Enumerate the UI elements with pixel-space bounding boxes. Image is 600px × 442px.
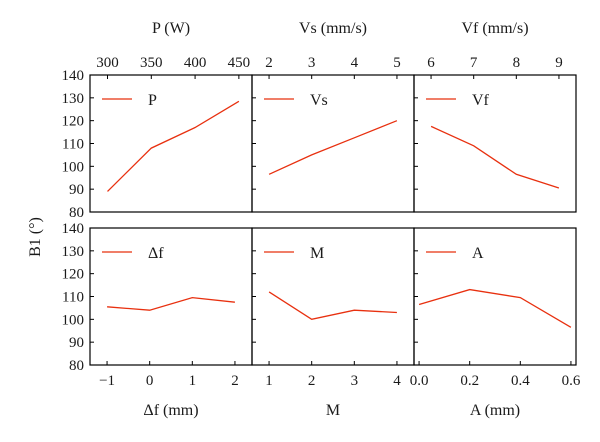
panel-frame <box>251 74 415 213</box>
y-tick-label: 100 <box>62 159 85 175</box>
x-tick-label: 2 <box>308 373 316 389</box>
series-line-f <box>107 296 235 311</box>
x-tick-label: 4 <box>393 373 401 389</box>
y-tick-label: 140 <box>62 221 85 237</box>
x-tick-label: 0 <box>146 373 154 389</box>
y-axis-label: B1 (°) <box>27 217 44 257</box>
panel-m: 1 2 3 4 M M <box>251 227 415 419</box>
x-tick-label: 2 <box>231 373 239 389</box>
x-tick-label: 6 <box>427 55 435 71</box>
y-tick-label: 110 <box>62 290 84 306</box>
panel-p: 80 90 100 110 120 130 140 300 350 400 450 P (W) P <box>62 20 253 221</box>
y-tick-label: 130 <box>62 91 85 107</box>
x-tick-label: 3 <box>351 373 359 389</box>
x-tick-label: 350 <box>140 55 163 71</box>
panel-frame <box>89 74 253 213</box>
panel-a: 0.0 0.2 0.4 0.6 A (mm) A <box>410 227 581 419</box>
x-tick-label: −1 <box>99 373 115 389</box>
x-tick-label: 0.2 <box>460 373 479 389</box>
x-axis-title-m: M <box>326 402 340 419</box>
series-line-m <box>268 291 397 320</box>
y-tick-label: 140 <box>62 68 85 84</box>
x-tick-label: 300 <box>96 55 119 71</box>
x-tick-label: 3 <box>308 55 316 71</box>
x-axis-title-a: A (mm) <box>470 402 520 419</box>
y-tick-label: 110 <box>62 137 84 153</box>
y-tick-label: 120 <box>62 114 85 130</box>
panel-f: 80 90 100 110 120 130 140 −1 0 1 2 Δf (mm) Δf <box>62 221 253 419</box>
x-tick-label: 1 <box>189 373 197 389</box>
x-tick-label: 2 <box>265 55 273 71</box>
x-tick-label: 0.0 <box>410 373 429 389</box>
legend-label: Δf <box>148 245 164 262</box>
y-tick-label: 90 <box>69 335 84 351</box>
y-tick-label: 80 <box>69 358 84 374</box>
x-tick-label: 9 <box>555 55 563 71</box>
x-tick-label: 7 <box>470 55 478 71</box>
legend-label: Vs <box>310 92 328 109</box>
x-tick-label: 5 <box>393 55 401 71</box>
panel-vs: 2 3 4 5 Vs (mm/s) Vs <box>251 20 415 213</box>
x-axis-title-vs: Vs (mm/s) <box>299 20 367 37</box>
y-tick-label: 120 <box>62 267 85 283</box>
x-tick-label: 1 <box>265 373 273 389</box>
x-tick-label: 0.4 <box>511 373 530 389</box>
y-tick-label: 100 <box>62 312 85 328</box>
legend-label: Vf <box>472 92 490 109</box>
x-tick-label: 400 <box>184 55 207 71</box>
legend-label: A <box>472 245 484 262</box>
y-tick-label: 90 <box>69 182 84 198</box>
panel-frame <box>413 74 577 213</box>
panel-frame <box>413 227 577 366</box>
x-tick-label: 4 <box>351 55 359 71</box>
x-axis-title-vf: Vf (mm/s) <box>461 20 528 37</box>
series-line-vf <box>430 125 560 189</box>
legend-label: M <box>310 245 324 262</box>
y-tick-label: 80 <box>69 205 84 221</box>
series-line-a <box>418 288 572 328</box>
x-axis-title-f: Δf (mm) <box>143 402 198 419</box>
x-tick-label: 8 <box>513 55 521 71</box>
y-tick-label: 130 <box>62 244 85 260</box>
legend-label: P <box>148 92 157 109</box>
x-tick-label: 450 <box>228 55 251 71</box>
panel-frame <box>89 227 253 366</box>
x-axis-title-p: P (W) <box>152 20 190 37</box>
series-line-p <box>107 100 240 192</box>
series-line-vs <box>268 120 398 175</box>
panel-vf: 6 7 8 9 Vf (mm/s) Vf <box>413 20 577 213</box>
x-tick-label: 0.6 <box>562 373 581 389</box>
